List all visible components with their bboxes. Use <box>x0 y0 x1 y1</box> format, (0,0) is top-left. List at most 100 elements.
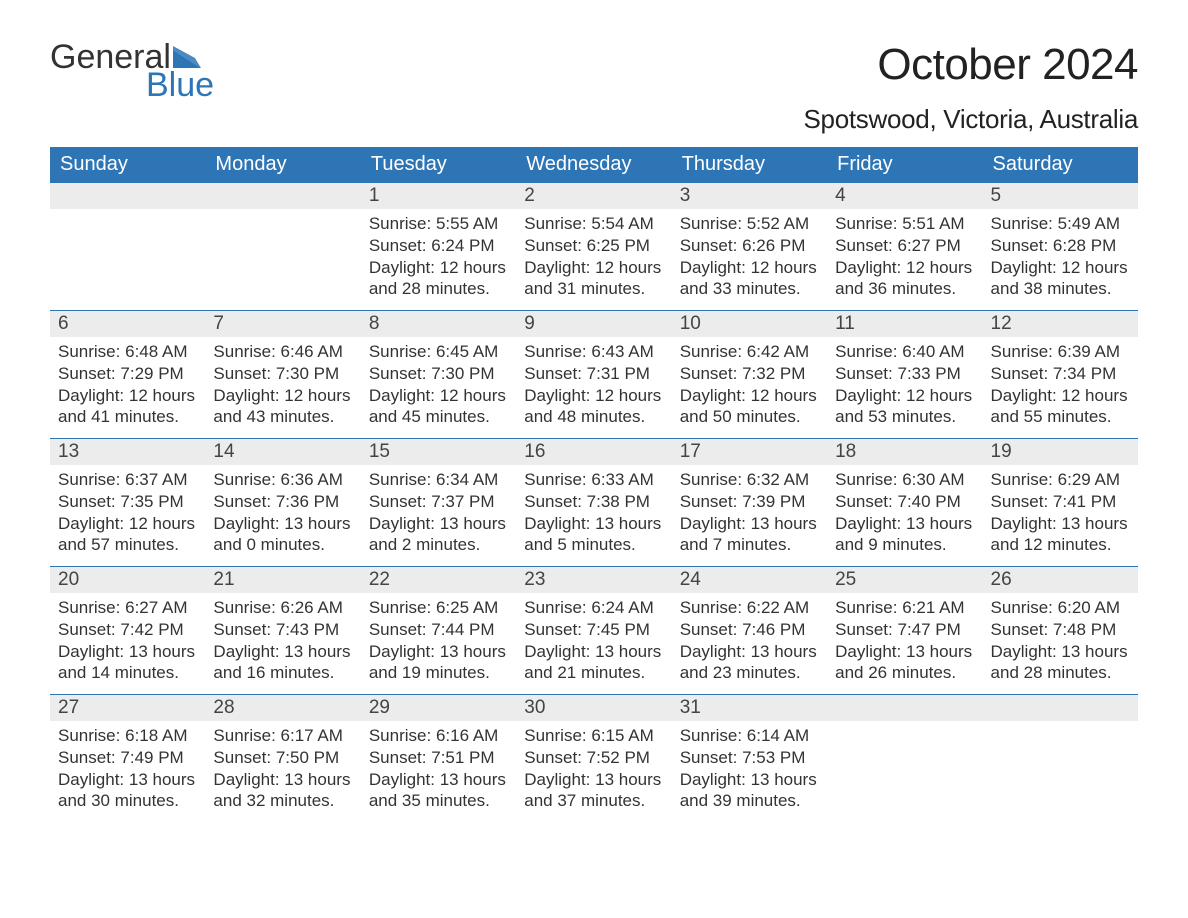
sunrise-label: Sunrise: <box>991 470 1053 489</box>
day-number: 7 <box>205 311 360 337</box>
day-body: Sunrise: 6:29 AMSunset: 7:41 PMDaylight:… <box>983 465 1138 564</box>
sunset-label: Sunset: <box>524 748 582 767</box>
day-number: 31 <box>672 695 827 721</box>
day-number: 23 <box>516 567 671 593</box>
sunset-value: 6:25 PM <box>587 236 650 255</box>
day-number-blank <box>983 695 1138 721</box>
calendar-cell: 9Sunrise: 6:43 AMSunset: 7:31 PMDaylight… <box>516 311 671 439</box>
day-number: 22 <box>361 567 516 593</box>
day-body: Sunrise: 5:55 AMSunset: 6:24 PMDaylight:… <box>361 209 516 308</box>
daylight-label: Daylight: <box>524 258 590 277</box>
location: Spotswood, Victoria, Australia <box>804 104 1139 135</box>
sunrise-value: 6:20 AM <box>1058 598 1120 617</box>
sunrise-value: 5:54 AM <box>591 214 653 233</box>
sunset-label: Sunset: <box>680 492 738 511</box>
day-number: 16 <box>516 439 671 465</box>
calendar-cell: 8Sunrise: 6:45 AMSunset: 7:30 PMDaylight… <box>361 311 516 439</box>
sunrise-label: Sunrise: <box>524 214 586 233</box>
sunset-label: Sunset: <box>369 236 427 255</box>
sunrise-value: 6:40 AM <box>902 342 964 361</box>
sunrise-value: 5:52 AM <box>747 214 809 233</box>
daylight-label: Daylight: <box>680 258 746 277</box>
sunrise-value: 5:51 AM <box>902 214 964 233</box>
month-title: October 2024 <box>804 40 1139 90</box>
sunrise-label: Sunrise: <box>213 342 275 361</box>
calendar-cell: 28Sunrise: 6:17 AMSunset: 7:50 PMDayligh… <box>205 695 360 823</box>
day-body: Sunrise: 5:54 AMSunset: 6:25 PMDaylight:… <box>516 209 671 308</box>
calendar-cell: 12Sunrise: 6:39 AMSunset: 7:34 PMDayligh… <box>983 311 1138 439</box>
sunset-value: 7:48 PM <box>1053 620 1116 639</box>
daylight-label: Daylight: <box>213 514 279 533</box>
sunrise-label: Sunrise: <box>213 726 275 745</box>
sunrise-label: Sunrise: <box>369 726 431 745</box>
sunrise-label: Sunrise: <box>58 342 120 361</box>
sunset-label: Sunset: <box>213 748 271 767</box>
day-number: 29 <box>361 695 516 721</box>
calendar-row: 1Sunrise: 5:55 AMSunset: 6:24 PMDaylight… <box>50 183 1138 311</box>
sunrise-value: 6:22 AM <box>747 598 809 617</box>
sunrise-label: Sunrise: <box>369 214 431 233</box>
sunrise-value: 6:32 AM <box>747 470 809 489</box>
sunset-value: 7:30 PM <box>431 364 494 383</box>
sunset-value: 7:34 PM <box>1053 364 1116 383</box>
sunrise-value: 6:17 AM <box>281 726 343 745</box>
day-number: 18 <box>827 439 982 465</box>
sunrise-label: Sunrise: <box>524 470 586 489</box>
sunrise-value: 6:36 AM <box>281 470 343 489</box>
day-body: Sunrise: 5:49 AMSunset: 6:28 PMDaylight:… <box>983 209 1138 308</box>
calendar-cell: 5Sunrise: 5:49 AMSunset: 6:28 PMDaylight… <box>983 183 1138 311</box>
day-body: Sunrise: 6:26 AMSunset: 7:43 PMDaylight:… <box>205 593 360 692</box>
day-body: Sunrise: 6:21 AMSunset: 7:47 PMDaylight:… <box>827 593 982 692</box>
sunset-label: Sunset: <box>369 364 427 383</box>
calendar-row: 13Sunrise: 6:37 AMSunset: 7:35 PMDayligh… <box>50 439 1138 567</box>
calendar-cell: 30Sunrise: 6:15 AMSunset: 7:52 PMDayligh… <box>516 695 671 823</box>
sunset-label: Sunset: <box>680 620 738 639</box>
sunrise-label: Sunrise: <box>369 342 431 361</box>
sunrise-value: 6:15 AM <box>591 726 653 745</box>
sunrise-label: Sunrise: <box>524 726 586 745</box>
day-number: 2 <box>516 183 671 209</box>
daylight-label: Daylight: <box>213 642 279 661</box>
sunset-value: 7:53 PM <box>742 748 805 767</box>
daylight-label: Daylight: <box>835 642 901 661</box>
sunset-label: Sunset: <box>58 620 116 639</box>
sunrise-value: 6:39 AM <box>1058 342 1120 361</box>
daylight-label: Daylight: <box>213 386 279 405</box>
calendar-cell <box>205 183 360 311</box>
calendar-cell: 25Sunrise: 6:21 AMSunset: 7:47 PMDayligh… <box>827 567 982 695</box>
col-friday: Friday <box>827 147 982 183</box>
sunset-label: Sunset: <box>213 620 271 639</box>
sunset-value: 6:26 PM <box>742 236 805 255</box>
sunset-label: Sunset: <box>835 364 893 383</box>
daylight-label: Daylight: <box>58 386 124 405</box>
day-body: Sunrise: 6:22 AMSunset: 7:46 PMDaylight:… <box>672 593 827 692</box>
calendar-cell: 3Sunrise: 5:52 AMSunset: 6:26 PMDaylight… <box>672 183 827 311</box>
sunset-label: Sunset: <box>991 492 1049 511</box>
sunrise-value: 6:26 AM <box>281 598 343 617</box>
weekday-header-row: Sunday Monday Tuesday Wednesday Thursday… <box>50 147 1138 183</box>
calendar-cell: 24Sunrise: 6:22 AMSunset: 7:46 PMDayligh… <box>672 567 827 695</box>
day-number: 6 <box>50 311 205 337</box>
daylight-label: Daylight: <box>835 386 901 405</box>
day-number: 24 <box>672 567 827 593</box>
daylight-label: Daylight: <box>524 514 590 533</box>
sunrise-label: Sunrise: <box>369 598 431 617</box>
sunset-value: 7:38 PM <box>587 492 650 511</box>
calendar-row: 20Sunrise: 6:27 AMSunset: 7:42 PMDayligh… <box>50 567 1138 695</box>
sunrise-value: 6:30 AM <box>902 470 964 489</box>
sunset-label: Sunset: <box>369 492 427 511</box>
sunrise-value: 6:37 AM <box>125 470 187 489</box>
calendar-cell: 4Sunrise: 5:51 AMSunset: 6:27 PMDaylight… <box>827 183 982 311</box>
sunset-value: 7:43 PM <box>276 620 339 639</box>
sunset-label: Sunset: <box>58 364 116 383</box>
sunrise-label: Sunrise: <box>524 342 586 361</box>
sunset-label: Sunset: <box>369 748 427 767</box>
sunset-label: Sunset: <box>213 492 271 511</box>
daylight-label: Daylight: <box>680 514 746 533</box>
daylight-label: Daylight: <box>835 514 901 533</box>
sunset-label: Sunset: <box>58 492 116 511</box>
daylight-label: Daylight: <box>58 770 124 789</box>
daylight-label: Daylight: <box>369 514 435 533</box>
sunset-label: Sunset: <box>991 364 1049 383</box>
calendar-table: Sunday Monday Tuesday Wednesday Thursday… <box>50 147 1138 823</box>
